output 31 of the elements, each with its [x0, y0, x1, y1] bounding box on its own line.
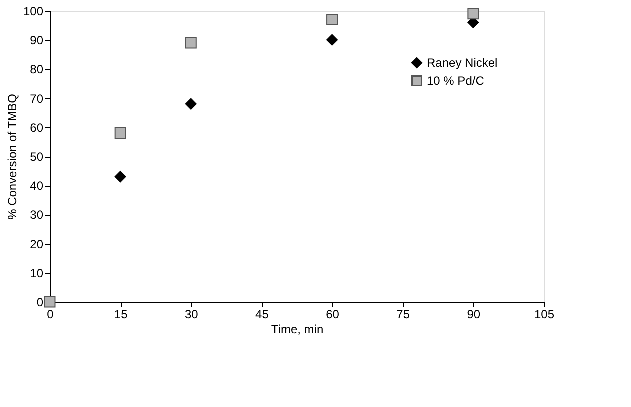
y-tick-label: 40: [30, 179, 44, 194]
x-tick-label: 15: [114, 308, 128, 322]
y-tick-label: 0: [36, 296, 44, 310]
y-tick-label: 100: [23, 4, 44, 18]
x-tick-label: 0: [47, 308, 54, 322]
y-tick-label: 10: [30, 266, 44, 280]
point: [326, 14, 338, 26]
point: [326, 34, 338, 46]
point: [114, 127, 126, 139]
point: [44, 296, 56, 308]
point: [114, 171, 126, 183]
y-tick-label: 60: [30, 120, 44, 135]
y-tick-label: 50: [30, 150, 44, 164]
y-tick-label: 90: [30, 34, 44, 48]
y-tick-label: 20: [30, 237, 44, 252]
x-tick-label: 60: [326, 308, 340, 322]
point: [468, 8, 480, 20]
x-axis-title: Time, min: [271, 322, 324, 336]
y-tick-label: 80: [30, 62, 44, 77]
x-tick-label: 30: [184, 308, 199, 322]
y-tick-label: 30: [30, 208, 44, 222]
y-axis-title: % Conversion of TMBQ: [5, 94, 20, 220]
point: [185, 37, 197, 49]
legend-label: Raney Nickel: [427, 56, 498, 70]
x-tick-label: 90: [467, 308, 481, 322]
x-tick-label: 105: [534, 308, 555, 322]
x-tick-label: 45: [256, 308, 270, 322]
point: [185, 98, 197, 110]
x-tick-label: 75: [396, 308, 410, 322]
y-tick-label: 70: [30, 92, 44, 106]
legend-label: 10 % Pd/C: [427, 74, 485, 88]
